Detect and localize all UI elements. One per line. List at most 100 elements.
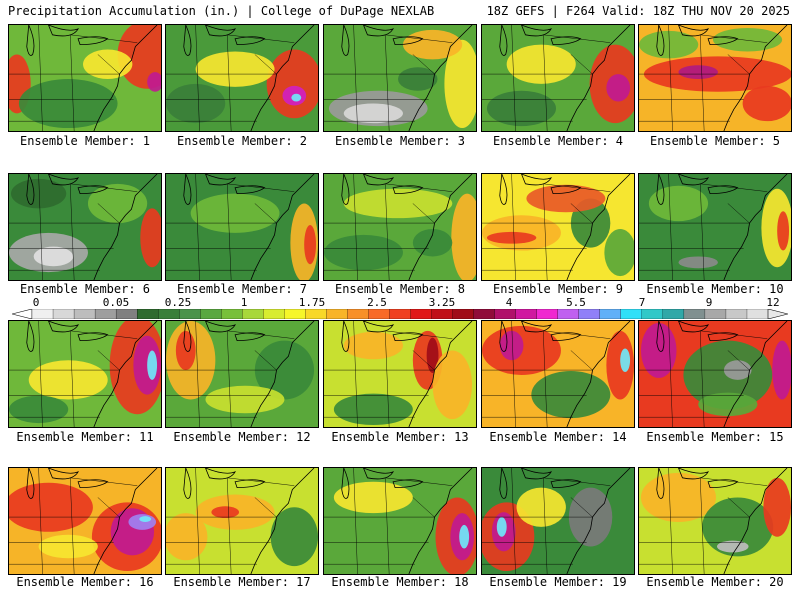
- great-lakes-outline: [341, 25, 424, 56]
- precip-region: [83, 49, 133, 79]
- precip-region: [291, 93, 302, 102]
- precipitation-field: [166, 174, 318, 280]
- precipitation-field: [482, 468, 634, 574]
- precipitation-field: [639, 174, 791, 280]
- great-lakes-outline: [656, 25, 739, 56]
- precip-region: [640, 322, 677, 378]
- precip-region: [698, 392, 758, 417]
- state-borders: [9, 174, 138, 280]
- ensemble-member-map: [165, 320, 319, 428]
- great-lakes-outline: [26, 174, 109, 205]
- state-borders: [639, 321, 768, 427]
- precip-region: [426, 337, 439, 374]
- precip-region: [639, 30, 699, 59]
- great-lakes-outline: [26, 321, 109, 352]
- precip-region: [304, 225, 317, 265]
- precip-region: [254, 340, 315, 400]
- coastline: [723, 321, 788, 427]
- colorbar-labels: 0 0.05 0.25 1 1.75 2.5 3.25 4 5.5 7 9 12: [10, 296, 790, 310]
- colorbar-tick-label: 5.5: [566, 296, 586, 309]
- colorbar-tick-label: 1: [240, 296, 248, 309]
- state-borders: [324, 468, 453, 574]
- precip-region: [716, 540, 749, 553]
- precipitation-field: [639, 468, 791, 574]
- state-borders: [166, 25, 295, 131]
- ensemble-member-map: [481, 173, 635, 281]
- precip-region: [713, 27, 783, 52]
- colorbar-swatch: [221, 309, 243, 319]
- colorbar-swatch: [179, 309, 201, 319]
- ensemble-member-map: [638, 467, 792, 575]
- coastline: [566, 25, 631, 131]
- precip-region: [10, 178, 67, 209]
- colorbar-swatch: [452, 309, 475, 319]
- coastline: [566, 174, 631, 280]
- colorbar-tick-label: 0.05: [102, 296, 130, 309]
- colorbar-swatch: [242, 309, 264, 319]
- ensemble-member-map: [481, 24, 635, 132]
- precipitation-field: [324, 468, 476, 574]
- colorbar-swatch: [536, 309, 559, 319]
- colorbar-swatch: [704, 309, 727, 319]
- ensemble-member-label: Ensemble Member: 17: [173, 575, 311, 589]
- precipitation-field: [166, 321, 318, 427]
- colorbar-swatch: [73, 309, 96, 319]
- precip-region: [432, 350, 473, 420]
- ensemble-member-label: Ensemble Member: 5: [649, 134, 781, 148]
- precipitation-field: [324, 321, 476, 427]
- ensemble-member-label: Ensemble Member: 3: [334, 134, 466, 148]
- ensemble-member-map: [323, 24, 477, 132]
- precip-region: [506, 44, 576, 84]
- colorbar-swatch: [305, 309, 327, 319]
- ensemble-member-label: Ensemble Member: 15: [646, 430, 784, 444]
- precip-region: [324, 234, 403, 271]
- colorbar-swatch: [158, 309, 180, 319]
- colorbar-swatch: [641, 309, 664, 319]
- ensemble-member-label: Ensemble Member: 2: [176, 134, 308, 148]
- colorbar-swatch: [557, 309, 580, 319]
- ensemble-member-label: Ensemble Member: 10: [646, 282, 784, 296]
- colorbar-tick-label: 0.25: [164, 296, 192, 309]
- precip-region: [648, 185, 709, 222]
- precip-region: [486, 231, 537, 244]
- colorbar-swatch: [578, 309, 601, 319]
- colorbar-swatch: [284, 309, 306, 319]
- state-borders: [9, 25, 138, 131]
- precip-region: [211, 506, 240, 519]
- precipitation-field: [9, 25, 161, 131]
- precip-region: [604, 228, 634, 277]
- precip-region: [147, 350, 158, 380]
- precip-region: [412, 228, 453, 257]
- state-borders: [639, 25, 768, 131]
- colorbar-tick-label: 3.25: [428, 296, 456, 309]
- precipitation-field: [482, 25, 634, 131]
- colorbar-swatch: [52, 309, 75, 319]
- great-lakes-outline: [341, 468, 424, 499]
- colorbar-swatch: [31, 309, 54, 319]
- colorbar-tick-label: 7: [638, 296, 646, 309]
- state-borders: [482, 25, 611, 131]
- ensemble-member-label: Ensemble Member: 14: [489, 430, 627, 444]
- ensemble-member-map: [8, 173, 162, 281]
- colorbar-swatch: [494, 309, 517, 319]
- precip-region: [526, 184, 606, 213]
- ensemble-member-label: Ensemble Member: 8: [334, 282, 466, 296]
- ensemble-member-label: Ensemble Member: 4: [492, 134, 624, 148]
- colorbar-swatch: [515, 309, 538, 319]
- ensemble-member-label: Ensemble Member: 19: [489, 575, 627, 589]
- great-lakes-outline: [656, 468, 739, 499]
- precipitation-field: [9, 468, 161, 574]
- state-borders: [324, 321, 453, 427]
- precip-region: [444, 39, 476, 129]
- precip-region: [128, 514, 157, 530]
- colorbar-swatch: [683, 309, 706, 319]
- colorbar-swatch: [473, 309, 496, 319]
- colorbar-tick-label: 12: [766, 296, 780, 309]
- ensemble-member-map: [165, 173, 319, 281]
- precip-region: [18, 78, 118, 129]
- great-lakes-outline: [26, 25, 109, 56]
- precip-region: [9, 395, 69, 424]
- ensemble-member-map: [638, 24, 792, 132]
- ensemble-member-map: [165, 467, 319, 575]
- ensemble-member-map: [8, 24, 162, 132]
